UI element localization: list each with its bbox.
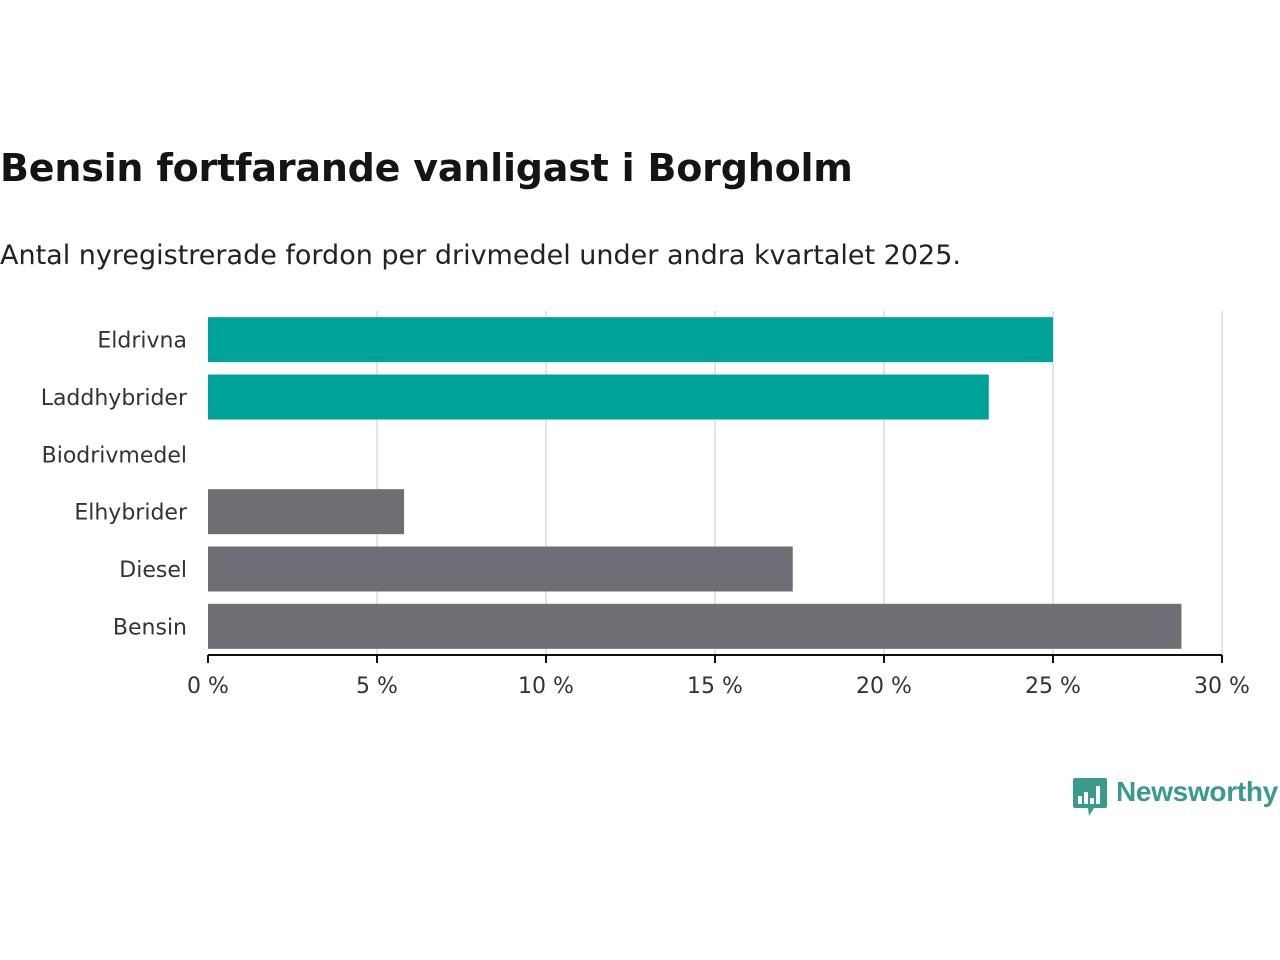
bar-layer bbox=[208, 317, 1182, 649]
bar-eldrivna bbox=[208, 317, 1053, 363]
chart-subtitle: Antal nyregistrerade fordon per drivmede… bbox=[0, 240, 961, 271]
category-label: Eldrivna bbox=[97, 329, 187, 354]
x-tick-label: 5 % bbox=[356, 674, 398, 699]
category-label: Laddhybrider bbox=[41, 386, 188, 411]
x-tick-label: 20 % bbox=[856, 674, 912, 699]
bar-chart-speech-bubble-icon bbox=[1073, 778, 1107, 816]
bar-elhybrider bbox=[208, 489, 405, 535]
brand-name: Newsworthy bbox=[1116, 776, 1278, 807]
chart-title: Bensin fortfarande vanligast i Borgholm bbox=[0, 146, 853, 190]
x-tick-label: 10 % bbox=[518, 674, 574, 699]
grid-layer bbox=[376, 311, 1223, 655]
x-axis: 0 % 5 % 10 % 15 % 20 % 25 % 30 % bbox=[187, 654, 1250, 699]
category-label: Elhybrider bbox=[74, 501, 188, 526]
category-label: Biodrivmedel bbox=[42, 443, 187, 468]
bar-bensin bbox=[208, 603, 1182, 649]
bar-diesel bbox=[208, 546, 793, 592]
category-label: Bensin bbox=[113, 615, 187, 640]
category-label: Diesel bbox=[119, 558, 187, 583]
category-labels: Eldrivna Laddhybrider Biodrivmedel Elhybrid… bbox=[41, 329, 188, 641]
bar-laddhybrider bbox=[208, 374, 989, 420]
x-tick-label: 15 % bbox=[687, 674, 743, 699]
x-tick-label: 25 % bbox=[1025, 674, 1081, 699]
newsworthy-logo: Newsworthy bbox=[1072, 776, 1280, 820]
x-tick-label: 30 % bbox=[1194, 674, 1250, 699]
x-tick-label: 0 % bbox=[187, 674, 229, 699]
